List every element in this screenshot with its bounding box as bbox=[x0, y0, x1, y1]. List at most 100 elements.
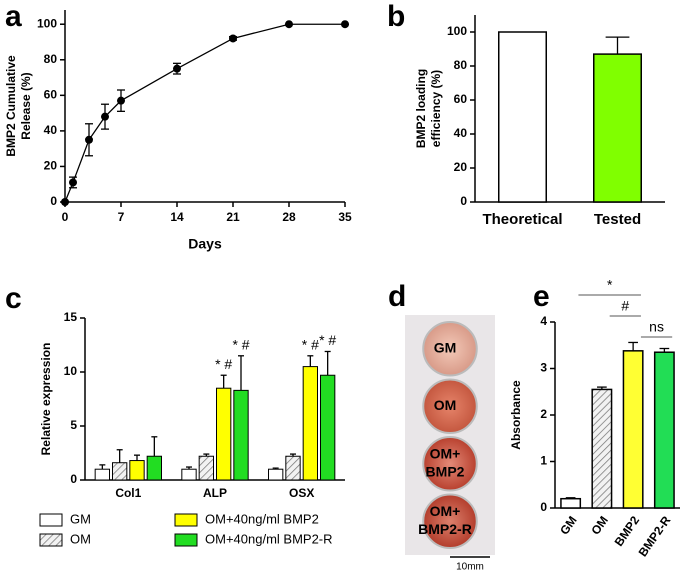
bar bbox=[302, 366, 318, 481]
legend-label: OM bbox=[70, 531, 91, 546]
error-bar bbox=[628, 341, 638, 351]
error-bar bbox=[238, 355, 244, 391]
bar bbox=[198, 455, 215, 481]
y-tick-label: 80 bbox=[454, 58, 468, 72]
data-point bbox=[341, 20, 349, 29]
y-tick-label: 60 bbox=[44, 88, 58, 102]
error-bar bbox=[659, 347, 670, 353]
legend-swatch bbox=[174, 513, 198, 527]
bar bbox=[181, 468, 197, 481]
y-axis-label: BMP2 Cumulative bbox=[4, 55, 18, 157]
bar bbox=[268, 468, 284, 481]
well bbox=[422, 378, 478, 434]
bar bbox=[285, 455, 301, 481]
x-tick-label: 35 bbox=[338, 210, 352, 224]
error-bar bbox=[565, 497, 576, 499]
well-label: OM+ bbox=[430, 445, 461, 461]
y-tick-label: 2 bbox=[540, 407, 547, 421]
data-point bbox=[285, 20, 293, 29]
x-tick-label: OM bbox=[588, 514, 611, 538]
panel-label: d bbox=[388, 280, 406, 313]
x-tick-label: 7 bbox=[118, 210, 125, 224]
panel-label: c bbox=[5, 282, 22, 315]
well-label: OM bbox=[434, 397, 457, 413]
x-tick-label: BMP2-R bbox=[636, 513, 674, 559]
bar bbox=[146, 455, 163, 481]
scale-label: 10mm bbox=[456, 562, 484, 573]
y-tick-label: 100 bbox=[447, 24, 467, 38]
data-point bbox=[173, 64, 181, 73]
y-tick-label: 20 bbox=[454, 160, 468, 174]
significance-label: * bbox=[607, 277, 613, 293]
bar bbox=[498, 31, 547, 203]
data-point bbox=[61, 198, 69, 206]
error-bar bbox=[134, 454, 140, 461]
y-tick-label: 40 bbox=[44, 123, 58, 137]
y-tick-label: 1 bbox=[540, 454, 547, 468]
x-tick-label: 0 bbox=[62, 210, 69, 224]
y-tick-label: 4 bbox=[540, 314, 547, 328]
x-tick-label: 14 bbox=[170, 210, 184, 224]
x-tick-label: ALP bbox=[203, 486, 227, 500]
x-tick-label: Col1 bbox=[115, 486, 141, 500]
y-axis-label: Release (%) bbox=[19, 72, 33, 139]
well-label: OM+ bbox=[430, 503, 461, 519]
well-label: BMP2-R bbox=[418, 521, 472, 537]
significance-label: # bbox=[621, 298, 629, 314]
data-point bbox=[229, 34, 237, 43]
bar bbox=[94, 468, 110, 481]
bar bbox=[233, 389, 249, 481]
y-tick-label: 80 bbox=[44, 52, 58, 66]
y-axis-label: BMP2 loading bbox=[414, 69, 428, 148]
panel-label: e bbox=[533, 280, 550, 313]
bar bbox=[591, 388, 613, 509]
y-tick-label: 5 bbox=[70, 418, 77, 432]
x-axis-label: Days bbox=[188, 236, 222, 252]
bar bbox=[129, 460, 145, 481]
legend-swatch bbox=[39, 513, 63, 527]
well-label: GM bbox=[434, 339, 457, 355]
y-tick-label: 0 bbox=[70, 472, 77, 486]
x-tick-label: GM bbox=[557, 514, 580, 538]
panel-label: a bbox=[5, 0, 22, 33]
bar-annotation: * # bbox=[302, 337, 319, 353]
x-tick-label: 21 bbox=[226, 210, 240, 224]
y-tick-label: 100 bbox=[37, 16, 57, 30]
bar bbox=[112, 462, 128, 481]
bar bbox=[622, 350, 644, 509]
error-bar bbox=[151, 436, 158, 457]
error-bar bbox=[290, 453, 296, 457]
data-point bbox=[85, 135, 93, 144]
y-tick-label: 15 bbox=[64, 310, 78, 324]
bar bbox=[320, 374, 336, 481]
y-tick-label: 0 bbox=[460, 194, 467, 208]
error-bar bbox=[605, 36, 630, 55]
legend-swatch bbox=[174, 533, 198, 547]
error-bar bbox=[220, 374, 227, 389]
y-tick-label: 20 bbox=[44, 159, 58, 173]
error-bar bbox=[597, 386, 607, 390]
y-axis-label: Relative expression bbox=[39, 343, 53, 456]
error-bar bbox=[307, 355, 314, 367]
bar-annotation: * # bbox=[319, 332, 336, 348]
bar-annotation: * # bbox=[215, 356, 232, 372]
y-tick-label: 3 bbox=[540, 361, 547, 375]
data-point bbox=[101, 112, 109, 121]
well bbox=[422, 436, 478, 492]
legend-swatch bbox=[39, 533, 63, 547]
panel-label: b bbox=[387, 0, 405, 33]
x-tick-label: BMP2 bbox=[612, 513, 643, 549]
bar bbox=[593, 53, 642, 203]
well bbox=[422, 493, 478, 549]
y-axis-label: efficiency (%) bbox=[429, 70, 443, 147]
y-axis-label: Absorbance bbox=[509, 380, 523, 450]
bar bbox=[653, 351, 675, 509]
y-tick-label: 40 bbox=[454, 126, 468, 140]
bar-annotation: * # bbox=[232, 337, 249, 353]
error-bar bbox=[186, 466, 192, 470]
error-bar bbox=[99, 464, 106, 470]
y-tick-label: 0 bbox=[540, 500, 547, 514]
legend-label: OM+40ng/ml BMP2-R bbox=[205, 531, 333, 546]
legend-label: OM+40ng/ml BMP2 bbox=[205, 511, 319, 526]
